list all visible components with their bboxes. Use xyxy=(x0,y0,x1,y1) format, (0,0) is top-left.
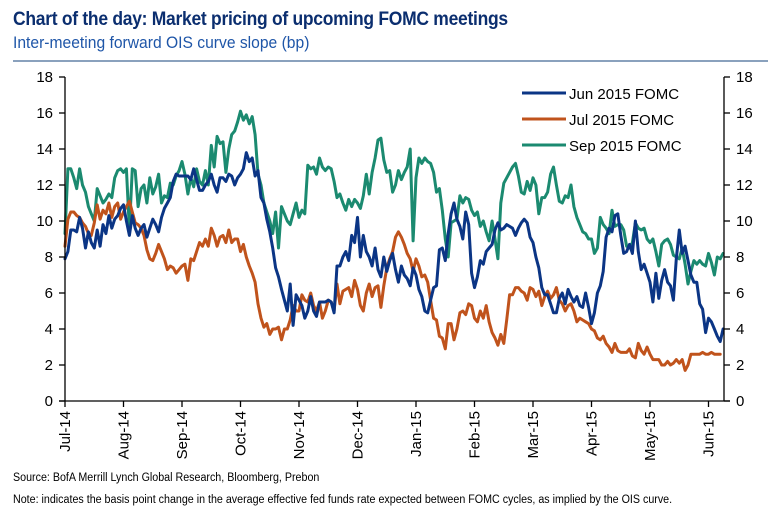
title-divider xyxy=(13,60,768,62)
chart-title: Chart of the day: Market pricing of upco… xyxy=(13,9,508,30)
series-line-jun-2015-fomc xyxy=(63,151,725,344)
x-tick-label: Dec-14 xyxy=(350,411,367,459)
right-y-tick-label: 6 xyxy=(736,285,744,302)
left-y-tick-label: 12 xyxy=(36,177,53,194)
legend: Jun 2015 FOMC Jul 2015 FOMC Sep 2015 FOMC xyxy=(522,86,682,155)
right-y-tick-label: 12 xyxy=(736,177,753,194)
x-tick-label: Oct-14 xyxy=(233,411,250,456)
legend-label: Jul 2015 FOMC xyxy=(569,112,674,129)
right-y-tick-label: 10 xyxy=(736,213,753,230)
legend-label: Sep 2015 FOMC xyxy=(569,138,682,155)
series-layer xyxy=(63,109,725,372)
right-y-tick-label: 18 xyxy=(736,69,753,86)
left-y-ticks: 0 2 4 6 8 10 12 14 16 18 xyxy=(36,69,65,410)
right-y-tick-label: 2 xyxy=(736,357,744,374)
x-tick-label: Sep-14 xyxy=(174,411,191,459)
x-tick-label: Mar-15 xyxy=(525,411,542,459)
x-tick-label: Feb-15 xyxy=(467,411,484,459)
x-tick-label: Apr-15 xyxy=(584,411,601,456)
right-y-tick-label: 8 xyxy=(736,249,744,266)
left-y-tick-label: 14 xyxy=(36,141,53,158)
source-note: Source: BofA Merrill Lynch Global Resear… xyxy=(13,472,320,484)
right-y-tick-label: 14 xyxy=(736,141,753,158)
x-tick-label: Jan-15 xyxy=(408,411,425,457)
legend-label: Jun 2015 FOMC xyxy=(569,86,679,103)
left-y-tick-label: 8 xyxy=(45,249,53,266)
right-y-tick-label: 16 xyxy=(736,105,753,122)
left-y-tick-label: 2 xyxy=(45,357,53,374)
left-y-tick-label: 4 xyxy=(45,321,53,338)
x-tick-label: Nov-14 xyxy=(291,411,308,459)
x-tick-label: May-15 xyxy=(642,411,659,461)
footnote: Note: indicates the basis point change i… xyxy=(13,494,673,506)
left-y-tick-label: 18 xyxy=(36,69,53,86)
chart-subtitle: Inter-meeting forward OIS curve slope (b… xyxy=(13,33,310,52)
left-y-tick-label: 10 xyxy=(36,213,53,230)
series-line-jul-2015-fomc xyxy=(63,199,722,372)
left-y-tick-label: 0 xyxy=(45,393,53,410)
x-tick-label: Jun-15 xyxy=(701,411,718,457)
x-ticks: Jul-14 Aug-14 Sep-14 Oct-14 Nov-14 Dec-14 Jan-… xyxy=(57,401,718,461)
right-y-tick-label: 0 xyxy=(736,393,744,410)
right-y-ticks: 0 2 4 6 8 10 12 14 16 18 xyxy=(724,69,753,410)
left-y-tick-label: 6 xyxy=(45,285,53,302)
x-tick-label: Jul-14 xyxy=(57,411,74,452)
left-y-tick-label: 16 xyxy=(36,105,53,122)
right-y-tick-label: 4 xyxy=(736,321,744,338)
x-tick-label: Aug-14 xyxy=(116,411,133,459)
